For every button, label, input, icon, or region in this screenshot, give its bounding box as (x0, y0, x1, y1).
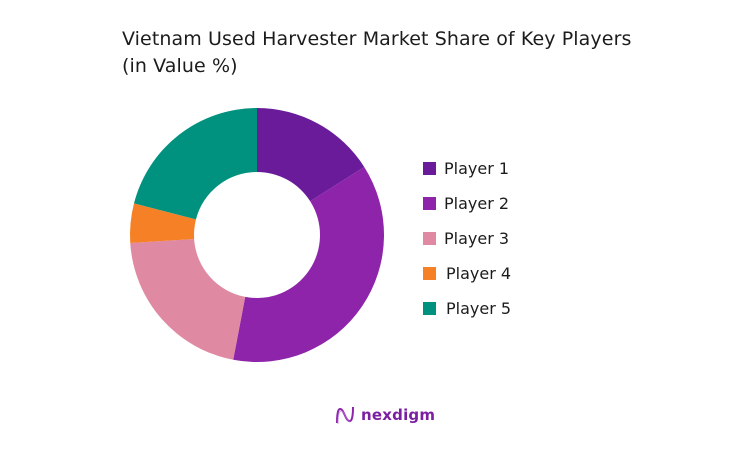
legend-swatch (423, 266, 436, 280)
brand-logo: nexdigm (334, 404, 435, 426)
chart-title: Vietnam Used Harvester Market Share of K… (122, 26, 631, 80)
legend-item-player-3: Player 3 (423, 228, 509, 248)
legend-label: Player 5 (446, 298, 512, 318)
chart-title-line-1: Vietnam Used Harvester Market Share of K… (122, 28, 632, 50)
chart-title-line-2: (in Value %) (122, 55, 238, 77)
donut-slice-player-3 (130, 238, 246, 360)
legend-swatch (423, 231, 436, 245)
legend-item-player-2: Player 2 (423, 193, 509, 213)
legend-label: Player 4 (446, 263, 512, 283)
donut-slice-player-2 (233, 166, 385, 362)
donut-slices (130, 108, 385, 362)
legend-label: Player 3 (444, 228, 510, 248)
legend-item-player-4: Player 4 (423, 263, 511, 283)
legend-label: Player 2 (444, 193, 510, 213)
nexdigm-logo-icon (336, 406, 354, 425)
donut-slice-player-1 (257, 108, 365, 202)
legend-item-player-5: Player 5 (423, 298, 511, 318)
donut-slice-player-5 (133, 108, 257, 220)
legend-item-player-1: Player 1 (423, 158, 509, 178)
donut-slice-player-4 (130, 203, 196, 243)
legend-swatch (423, 161, 436, 175)
legend-swatch (423, 196, 436, 210)
brand-name: nexdigm (361, 406, 436, 424)
legend-swatch (423, 301, 436, 315)
legend-label: Player 1 (444, 158, 510, 178)
